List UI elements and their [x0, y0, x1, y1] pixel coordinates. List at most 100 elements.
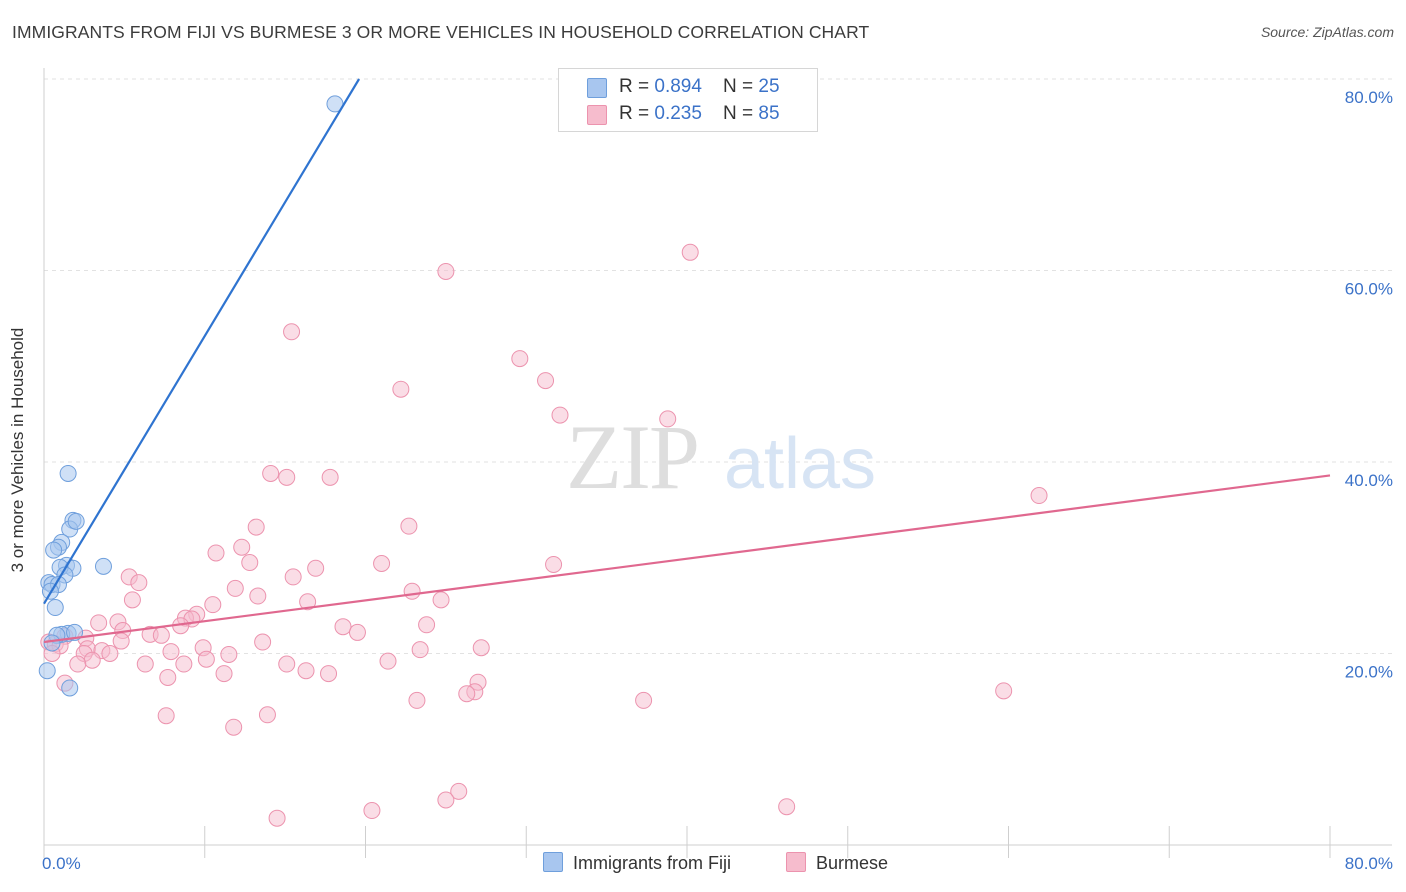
- burmese-point: [995, 682, 1013, 700]
- burmese-point: [157, 707, 175, 725]
- burmese-point: [297, 662, 315, 680]
- watermark: ZIP atlas: [566, 406, 876, 508]
- burmese-point: [379, 652, 397, 670]
- burmese-point: [681, 243, 699, 261]
- watermark-atlas: atlas: [724, 424, 876, 504]
- burmese-point: [511, 350, 529, 368]
- burmese-point: [400, 517, 418, 535]
- burmese-point: [659, 410, 677, 428]
- x-tick-label-max: 80.0%: [1345, 854, 1393, 873]
- burmese-points: [40, 243, 1048, 827]
- fiji-points: [38, 95, 344, 697]
- x-tick-label-min: 0.0%: [42, 854, 81, 873]
- fiji-point: [59, 464, 77, 482]
- burmese-point: [83, 651, 101, 669]
- burmese-point: [320, 665, 338, 683]
- legend-r-value-burmese: 0.235: [654, 103, 702, 124]
- legend-r-label: R =: [619, 103, 655, 124]
- burmese-point: [545, 555, 563, 573]
- tick-labels: 20.0% 40.0% 60.0% 80.0% 0.0% 80.0%: [42, 88, 1393, 873]
- burmese-point: [233, 538, 251, 556]
- y-tick-label: 20.0%: [1345, 663, 1393, 682]
- burmese-point: [175, 655, 193, 673]
- burmese-point: [112, 632, 130, 650]
- burmese-point: [204, 596, 222, 614]
- burmese-point: [249, 587, 267, 605]
- gridlines: [44, 78, 1392, 654]
- burmese-point: [262, 464, 280, 482]
- fiji-point: [45, 541, 63, 559]
- y-axis-label: 3 or more Vehicles in Household: [8, 327, 27, 573]
- burmese-point: [392, 380, 410, 398]
- burmese-point: [437, 791, 455, 809]
- trendlines: [43, 78, 1331, 644]
- burmese-point: [403, 582, 421, 600]
- burmese-trendline: [43, 474, 1331, 644]
- legend-item-fiji: Immigrants from Fiji: [543, 852, 731, 876]
- correlation-legend: R = 0.894 N = 25 R = 0.235 N = 85: [558, 68, 818, 132]
- burmese-point: [408, 691, 426, 709]
- burmese-point: [247, 518, 265, 536]
- burmese-point: [220, 645, 238, 663]
- burmese-point: [278, 655, 296, 673]
- burmese-point: [226, 579, 244, 597]
- source-label: Source: ZipAtlas.com: [1260, 24, 1394, 40]
- y-tick-label: 40.0%: [1345, 471, 1393, 490]
- legend-bottom-label-fiji: Immigrants from Fiji: [573, 853, 732, 873]
- burmese-point: [418, 616, 436, 634]
- fiji-point: [67, 512, 85, 530]
- legend-n-value-burmese: 85: [758, 103, 780, 124]
- burmese-point: [321, 468, 339, 486]
- burmese-point: [334, 618, 352, 636]
- chart-title: IMMIGRANTS FROM FIJI VS BURMESE 3 OR MOR…: [12, 22, 870, 42]
- burmese-point: [162, 643, 180, 661]
- burmese-point: [215, 665, 233, 683]
- burmese-point: [551, 406, 569, 424]
- burmese-point: [90, 614, 108, 632]
- fiji-point: [61, 679, 79, 697]
- burmese-point: [130, 574, 148, 592]
- burmese-point: [472, 639, 490, 657]
- burmese-point: [69, 655, 87, 673]
- burmese-point: [152, 626, 170, 644]
- burmese-point: [159, 668, 177, 686]
- legend-swatch-fiji: [587, 78, 607, 98]
- burmese-point: [123, 591, 141, 609]
- y-tick-label: 60.0%: [1345, 280, 1393, 299]
- legend-n-label: N =: [723, 76, 759, 97]
- burmese-point: [1030, 487, 1048, 505]
- burmese-point: [635, 691, 653, 709]
- legend-r-label: R =: [619, 76, 655, 97]
- burmese-point: [437, 262, 455, 280]
- legend-r-value-fiji: 0.894: [654, 76, 702, 97]
- burmese-point: [207, 544, 225, 562]
- fiji-point: [94, 557, 112, 575]
- legend-item-burmese: Burmese: [786, 852, 888, 876]
- burmese-point: [411, 641, 429, 659]
- legend-bottom-label-burmese: Burmese: [816, 853, 889, 873]
- burmese-point: [458, 685, 476, 703]
- burmese-point: [284, 568, 302, 586]
- burmese-point: [278, 468, 296, 486]
- burmese-point: [537, 372, 555, 390]
- legend-swatch-burmese: [587, 105, 607, 125]
- watermark-zip: ZIP: [566, 406, 698, 508]
- burmese-point: [254, 633, 272, 651]
- burmese-point: [241, 554, 259, 572]
- burmese-point: [268, 809, 286, 827]
- legend-bottom-swatch-fiji: [543, 852, 563, 872]
- y-tick-label: 80.0%: [1345, 88, 1393, 107]
- burmese-point: [432, 591, 450, 609]
- burmese-point: [136, 655, 154, 673]
- legend-bottom-swatch-burmese: [786, 852, 806, 872]
- fiji-point: [38, 662, 56, 680]
- burmese-point: [258, 706, 276, 724]
- burmese-point: [307, 559, 325, 577]
- fiji-trendline: [43, 78, 361, 605]
- axes: [43, 68, 1392, 858]
- burmese-point: [778, 798, 796, 816]
- legend-n-value-fiji: 25: [758, 76, 780, 97]
- burmese-point: [283, 323, 301, 341]
- y-axis-label-wrap: 3 or more Vehicles in Household: [8, 328, 38, 573]
